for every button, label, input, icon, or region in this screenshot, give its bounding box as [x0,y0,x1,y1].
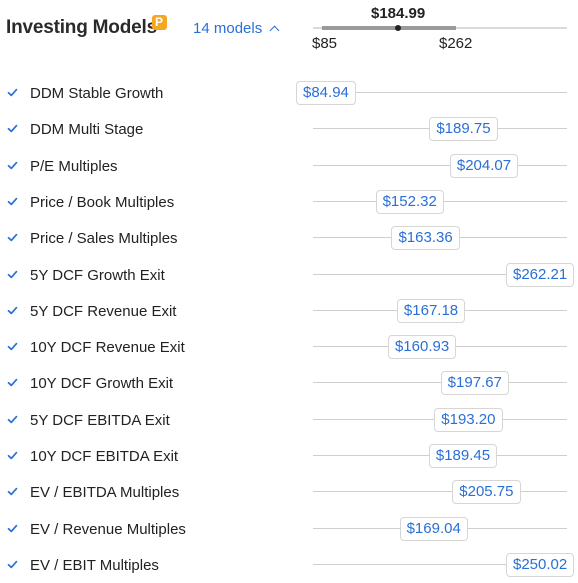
model-range-line [313,563,567,565]
model-row: 10Y DCF Revenue Exit $160.93 [0,329,578,365]
model-range-line [313,92,567,93]
model-name: DDM Stable Growth [30,85,164,102]
model-checkbox[interactable] [6,340,19,354]
model-row: Price / Sales Multiples $163.36 [0,220,578,256]
models-toggle[interactable]: 14 models [193,20,280,37]
model-name: 10Y DCF Revenue Exit [30,339,185,357]
model-checkbox[interactable] [6,122,19,136]
model-range-line [313,491,567,493]
model-name: 10Y DCF EBITDA Exit [30,448,179,465]
model-name: 5Y DCF Revenue Exit [30,302,177,320]
model-checkbox[interactable] [6,557,19,571]
model-checkbox[interactable] [6,303,19,317]
model-row: EV / EBIT Multiples $250.02 [0,547,578,583]
model-value-badge[interactable]: $189.45 [428,444,498,468]
model-row: DDM Multi Stage $189.75 [0,111,578,147]
model-name: P/E Multiples [30,157,118,175]
checkmark-icon [7,197,18,206]
model-checkbox[interactable] [6,521,19,535]
model-checkbox[interactable] [6,231,19,245]
model-checkbox[interactable] [6,194,19,208]
model-row: EV / EBITDA Multiples $205.75 [0,474,578,510]
model-value-badge[interactable]: $160.93 [387,335,457,360]
brand-icon-letter: P [155,15,164,29]
checkmark-icon [7,306,18,315]
model-value-badge[interactable]: $163.36 [391,226,460,251]
model-value-badge[interactable]: $205.75 [452,480,521,505]
investing-models-header: Investing Models P 14 models $184.99 $85… [0,0,578,58]
model-row: EV / Revenue Multiples $169.04 [0,511,578,547]
checkmark-icon [7,161,18,169]
model-row: 5Y DCF Growth Exit $262.21 [0,257,578,293]
chevron-up-icon [269,25,280,36]
model-checkbox[interactable] [6,158,19,172]
model-name: Price / Sales Multiples [30,230,178,248]
checkmark-icon [7,342,18,351]
model-checkbox[interactable] [6,267,19,281]
model-value-badge[interactable]: $84.94 [296,81,356,105]
model-checkbox[interactable] [6,449,19,462]
checkmark-icon [7,451,18,460]
model-range-line [313,273,567,275]
model-value-badge[interactable]: $262.21 [506,262,575,287]
page-title: Investing Models [6,17,157,38]
model-row: Price / Book Multiples $152.32 [0,184,578,220]
model-checkbox[interactable] [6,412,19,426]
checkmark-icon [7,415,18,423]
checkmark-icon [7,88,18,97]
model-name: Price / Book Multiples [30,193,175,211]
model-row: 5Y DCF EBITDA Exit $193.20 [0,402,578,438]
checkmark-icon [7,524,18,532]
model-row: 5Y DCF Revenue Exit $167.18 [0,293,578,329]
model-row: DDM Stable Growth $84.94 [0,75,578,111]
model-row: P/E Multiples $204.07 [0,148,578,184]
model-value-badge[interactable]: $250.02 [506,552,575,577]
model-checkbox[interactable] [6,376,19,390]
range-fill [322,26,456,30]
checkmark-icon [7,270,18,278]
range-current-marker [395,25,401,31]
model-range-line [313,164,567,166]
checkmark-icon [7,125,18,133]
model-name: 10Y DCF Growth Exit [30,375,174,393]
model-value-badge[interactable]: $152.32 [375,189,444,214]
model-value-badge[interactable]: $189.75 [429,117,498,142]
model-range-line [313,382,567,384]
model-value-badge[interactable]: $169.04 [399,516,468,541]
range-max-value: $262 [439,35,473,52]
model-value-badge[interactable]: $204.07 [449,153,519,178]
checkmark-icon [7,379,18,387]
model-checkbox[interactable] [6,86,19,99]
range-current-value: $184.99 [371,5,426,22]
model-name: EV / EBIT Multiples [30,556,159,574]
model-value-badge[interactable]: $167.18 [396,298,466,323]
model-name: 5Y DCF EBITDA Exit [30,411,170,429]
model-row: 10Y DCF EBITDA Exit $189.45 [0,438,578,474]
model-name: 5Y DCF Growth Exit [30,266,165,284]
model-name: EV / Revenue Multiples [30,520,186,538]
checkmark-icon [7,488,18,496]
model-row: 10Y DCF Growth Exit $197.67 [0,365,578,401]
range-min-value: $85 [312,35,338,52]
model-value-badge[interactable]: $197.67 [440,371,509,396]
checkmark-icon [7,560,18,569]
models-toggle-label: 14 models [193,20,263,37]
model-name: EV / EBITDA Multiples [30,484,180,502]
brand-p-icon: P [152,15,167,30]
model-value-badge[interactable]: $193.20 [434,407,503,432]
model-checkbox[interactable] [6,485,19,499]
model-name: DDM Multi Stage [30,121,144,139]
checkmark-icon [7,233,18,242]
